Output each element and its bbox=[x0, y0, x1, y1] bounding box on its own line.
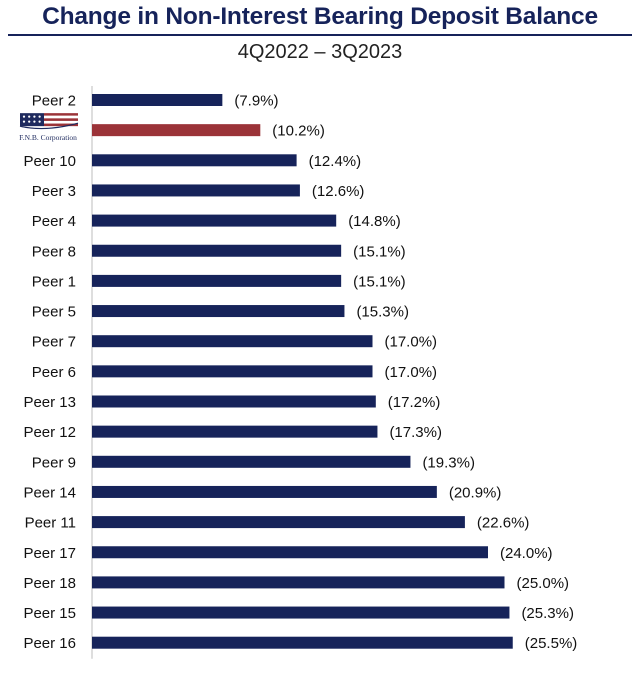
chart-subtitle: 4Q2022 – 3Q2023 bbox=[237, 41, 403, 63]
bar-highlight bbox=[92, 124, 261, 137]
bar bbox=[92, 546, 488, 559]
category-label: Peer 16 bbox=[23, 635, 76, 652]
logo-swoosh bbox=[19, 122, 79, 130]
logo-star bbox=[33, 120, 36, 123]
value-label: (17.0%) bbox=[385, 364, 438, 381]
value-label: (15.1%) bbox=[353, 273, 406, 290]
value-label: (17.2%) bbox=[388, 394, 441, 411]
category-label: Peer 1 bbox=[32, 273, 76, 290]
value-label: (17.3%) bbox=[389, 424, 442, 441]
logo-star bbox=[22, 115, 26, 118]
category-label: Peer 3 bbox=[32, 183, 76, 200]
value-label: (14.8%) bbox=[348, 213, 401, 230]
bar bbox=[92, 244, 342, 257]
value-label: (25.3%) bbox=[521, 605, 574, 622]
bar bbox=[92, 636, 513, 649]
value-label: (22.6%) bbox=[477, 515, 530, 532]
bar bbox=[92, 485, 437, 498]
bar bbox=[92, 365, 373, 378]
logo-stripe bbox=[44, 113, 78, 116]
bar bbox=[92, 455, 411, 468]
logo-stripe bbox=[44, 115, 78, 119]
logo-star bbox=[22, 120, 26, 123]
category-label: Peer 5 bbox=[32, 304, 76, 321]
category-label: Peer 17 bbox=[23, 545, 76, 562]
bar bbox=[92, 94, 223, 106]
bar bbox=[92, 305, 345, 318]
category-label: Peer 11 bbox=[25, 515, 76, 532]
logo-star bbox=[38, 120, 41, 123]
category-label: Peer 8 bbox=[32, 243, 76, 260]
bar bbox=[92, 184, 300, 197]
category-label: Peer 7 bbox=[32, 334, 76, 351]
bar bbox=[92, 395, 376, 408]
bar bbox=[92, 154, 297, 167]
value-label: (7.9%) bbox=[234, 93, 278, 110]
logo-star bbox=[33, 115, 36, 118]
category-label: Peer 13 bbox=[23, 394, 76, 411]
category-label: Peer 2 bbox=[32, 93, 76, 110]
category-label: Peer 9 bbox=[32, 454, 76, 471]
category-label: Peer 18 bbox=[23, 575, 76, 592]
category-label: Peer 12 bbox=[23, 424, 76, 441]
value-label: (10.2%) bbox=[272, 123, 325, 140]
title-underline bbox=[8, 34, 632, 36]
value-label: (19.3%) bbox=[422, 454, 475, 471]
bar bbox=[92, 516, 465, 529]
value-label: (15.3%) bbox=[356, 304, 409, 321]
fnb-logo: F.N.B. Corporation bbox=[19, 113, 79, 142]
category-label: Peer 15 bbox=[23, 605, 76, 622]
bar bbox=[92, 576, 505, 589]
value-label: (15.1%) bbox=[353, 243, 406, 260]
bar bbox=[92, 274, 342, 287]
logo-wordmark: F.N.B. Corporation bbox=[19, 133, 77, 142]
logo-stripe bbox=[44, 123, 78, 127]
value-label: (24.0%) bbox=[500, 545, 553, 562]
logo-star bbox=[38, 115, 41, 118]
category-label: Peer 6 bbox=[32, 364, 76, 381]
value-label: (12.4%) bbox=[309, 153, 362, 170]
category-label: Peer 4 bbox=[32, 213, 76, 230]
chart-title: Change in Non-Interest Bearing Deposit B… bbox=[42, 3, 598, 30]
category-label: Peer 10 bbox=[23, 153, 76, 170]
category-label: Peer 14 bbox=[23, 484, 76, 501]
bar bbox=[92, 425, 378, 438]
value-label: (17.0%) bbox=[385, 334, 438, 351]
value-label: (20.9%) bbox=[449, 484, 502, 501]
bar bbox=[92, 606, 510, 619]
logo-stripe bbox=[44, 120, 78, 124]
bar bbox=[92, 335, 373, 348]
logo-stripe bbox=[44, 118, 78, 121]
logo-canton bbox=[20, 113, 44, 127]
value-label: (25.5%) bbox=[525, 635, 578, 652]
logo-star bbox=[28, 115, 31, 118]
bar bbox=[92, 214, 337, 227]
value-label: (12.6%) bbox=[312, 183, 365, 200]
value-label: (25.0%) bbox=[517, 575, 570, 592]
logo-star bbox=[28, 120, 31, 123]
